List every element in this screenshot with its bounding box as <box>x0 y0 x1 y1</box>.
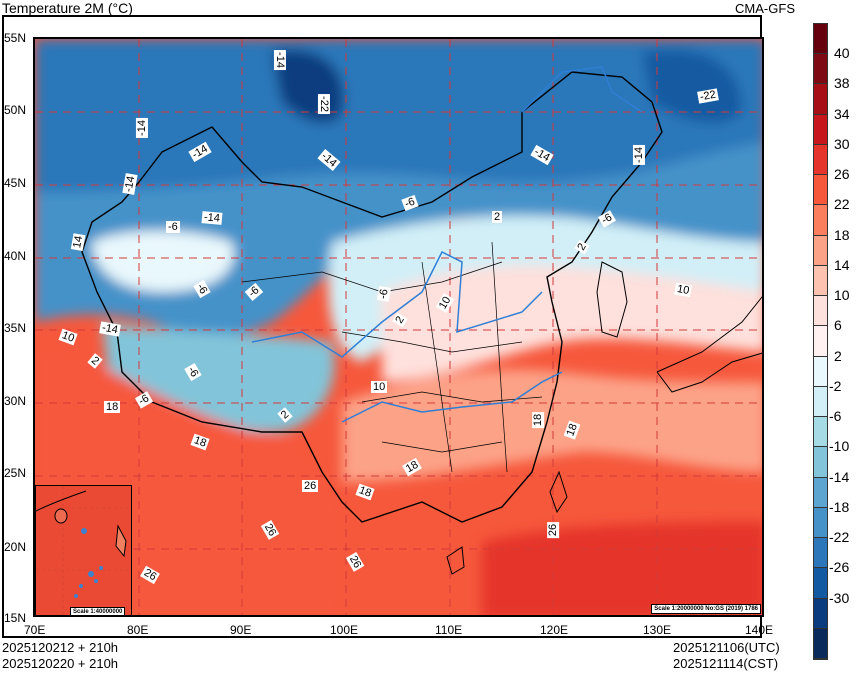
lat-label-25n: 25N <box>4 466 27 480</box>
temperature-map: Scale 1:40000000 Scale 1:20000000 No:GS … <box>33 37 764 617</box>
colorbar-segment <box>814 175 827 206</box>
lat-label-35n: 35N <box>4 321 27 335</box>
colorbar-tick-label: -10 <box>829 438 850 455</box>
inset-scale-label: Scale 1:40000000 <box>70 607 126 615</box>
contour-label: 10 <box>371 381 388 393</box>
colorbar-tick-label: -14 <box>829 468 850 485</box>
contour-label: 18 <box>532 411 545 429</box>
lat-label-30n: 30N <box>4 394 27 408</box>
lon-label-80e: 80E <box>127 623 149 637</box>
chart-title: Temperature 2M (°C) <box>2 0 133 16</box>
colorbar-segment <box>814 265 827 297</box>
inset-map <box>36 486 131 615</box>
colorbar-segment <box>814 568 827 599</box>
colorbar-segment <box>814 296 827 327</box>
lat-label-50n: 50N <box>4 103 27 117</box>
colorbar-segment <box>814 84 827 115</box>
colorbar-segment <box>814 538 827 569</box>
colorbar-segment <box>814 628 827 659</box>
contour-label: 26 <box>547 521 560 539</box>
lon-label-70e: 70E <box>24 623 46 637</box>
lon-label-140e: 140E <box>745 623 774 637</box>
colorbar-tick-label: 22 <box>834 196 850 213</box>
colorbar-segment <box>814 54 827 85</box>
colorbar-tick-label: -18 <box>829 498 850 515</box>
contour-label: 18 <box>104 401 121 413</box>
init-time-cst: 2025120220 + 210h <box>2 656 119 671</box>
lat-label-55n: 55N <box>4 31 27 45</box>
map-scale-label: Scale 1:20000000 No:GS (2019) 1786 <box>651 604 761 614</box>
colorbar <box>813 23 828 660</box>
colorbar-segment <box>814 447 827 478</box>
colorbar-tick-label: -2 <box>829 377 842 394</box>
colorbar-segment <box>814 235 827 266</box>
colorbar-segment <box>814 144 827 176</box>
init-time-utc: 2025120212 + 210h <box>2 640 119 655</box>
colorbar-tick-label: 30 <box>834 135 850 152</box>
contour-label: -6 <box>166 221 180 233</box>
lon-label-90e: 90E <box>230 623 252 637</box>
colorbar-tick-label: 18 <box>834 226 850 243</box>
colorbar-tick-label: 10 <box>834 287 850 304</box>
lon-label-110e: 110E <box>435 623 463 637</box>
colorbar-tick-label: 38 <box>834 75 850 92</box>
colorbar-tick-label: -6 <box>829 408 842 425</box>
south-china-sea-inset: Scale 1:40000000 <box>35 485 132 615</box>
colorbar-tick-label: 2 <box>834 347 842 364</box>
contour-label: -6 <box>376 286 391 302</box>
colorbar-segment <box>814 417 827 448</box>
colorbar-segment <box>814 386 827 418</box>
colorbar-tick-label: -22 <box>829 529 850 546</box>
map-field <box>35 39 762 615</box>
contour-label: 26 <box>302 480 319 492</box>
contour-label: -14 <box>273 50 286 70</box>
valid-time-utc: 2025121106(UTC) <box>673 640 780 655</box>
colorbar-tick-label: 6 <box>834 317 842 334</box>
contour-label: 2 <box>492 211 503 223</box>
colorbar-tick-label: 34 <box>834 105 850 122</box>
contour-label: 10 <box>674 282 693 298</box>
lon-label-130e: 130E <box>643 623 672 637</box>
lon-label-100e: 100E <box>330 623 359 637</box>
colorbar-segment <box>814 205 827 236</box>
contour-label: -14 <box>201 211 223 225</box>
lon-label-120e: 120E <box>540 623 569 637</box>
contour-label: -22 <box>317 94 330 114</box>
colorbar-segment <box>814 356 827 387</box>
colorbar-tick-label: 26 <box>834 166 850 183</box>
colorbar-tick-label: -26 <box>829 559 850 576</box>
contour-label: -14 <box>632 145 645 165</box>
colorbar-segment <box>814 114 827 145</box>
colorbar-segment <box>814 24 827 55</box>
lat-label-15n: 15N <box>4 611 27 625</box>
lat-label-20n: 20N <box>4 540 27 554</box>
colorbar-segment <box>814 477 827 508</box>
model-name: CMA-GFS <box>735 1 795 16</box>
valid-time-cst: 2025121114(CST) <box>673 656 779 671</box>
contour-label: -14 <box>135 118 148 138</box>
lat-label-40n: 40N <box>4 249 27 263</box>
colorbar-segment <box>814 598 827 629</box>
colorbar-tick-label: 40 <box>834 45 850 62</box>
colorbar-tick-label: 14 <box>834 256 850 273</box>
colorbar-segment <box>814 507 827 539</box>
lat-label-45n: 45N <box>4 176 27 190</box>
colorbar-segment <box>814 326 827 357</box>
colorbar-tick-label: -30 <box>829 589 850 606</box>
